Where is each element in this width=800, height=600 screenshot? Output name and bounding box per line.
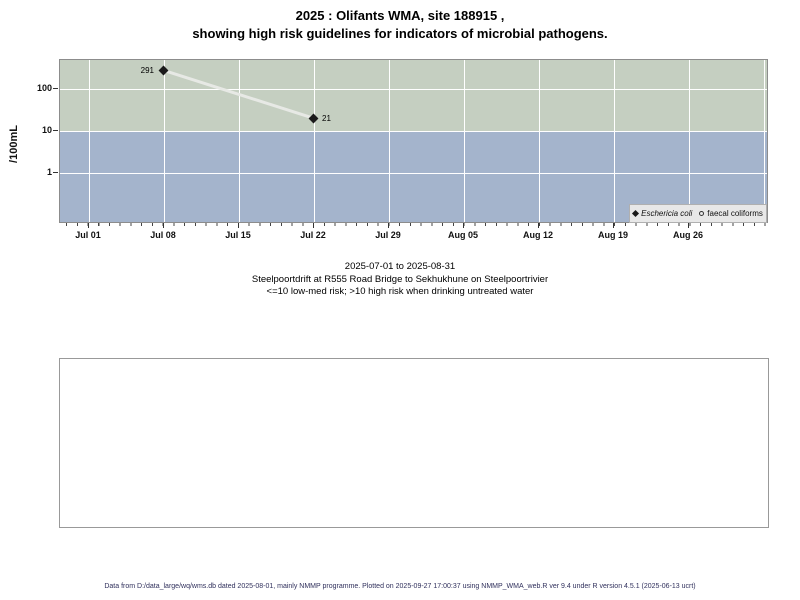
gridline-100 — [60, 89, 767, 90]
y-tick-label-1: 1 — [46, 167, 52, 177]
y-tick-1 — [53, 172, 58, 173]
x-tick-label-jul29: Jul 29 — [375, 230, 401, 240]
filled-diamond-icon — [632, 209, 640, 218]
chart-title-line-1: 2025 : Olifants WMA, site 188915 , — [295, 8, 505, 23]
high-risk-band — [60, 60, 767, 131]
x-tick-label-jul01: Jul 01 — [75, 230, 101, 240]
chart-title-line-2: showing high risk guidelines for indicat… — [192, 26, 608, 41]
subtitle-date-range: 2025-07-01 to 2025-08-31 — [344, 261, 456, 272]
gridline-aug19 — [614, 60, 615, 222]
gridline-10 — [60, 131, 767, 132]
gridline-jul22 — [314, 60, 315, 222]
y-tick-10 — [53, 130, 58, 131]
footer-provenance-text: Data from D:/data_large/wq/wms.db dated … — [104, 583, 696, 590]
gridline-sep02 — [764, 60, 765, 222]
x-tick-label-aug26: Aug 26 — [672, 230, 703, 240]
legend-label-ecoli: Eschericia coli — [641, 209, 693, 218]
legend-label-faecal-coliforms: faecal coliforms — [707, 209, 763, 218]
ecoli-point-21-label: 21 — [322, 114, 331, 123]
x-tick-label-jul08: Jul 08 — [150, 230, 176, 240]
gridline-jul15 — [239, 60, 240, 222]
plot-panel: 291 21 Eschericia coli faecal coliforms — [59, 59, 768, 223]
x-tick-label-aug05: Aug 05 — [447, 230, 478, 240]
x-tick-aug12 — [538, 223, 539, 228]
gridline-aug26 — [689, 60, 690, 222]
legend-item-faecal-coliforms: faecal coliforms — [699, 209, 763, 218]
legend-item-ecoli: Eschericia coli — [632, 209, 693, 218]
y-tick-label-10: 10 — [41, 125, 52, 135]
gridline-jul29 — [389, 60, 390, 222]
x-tick-aug05 — [463, 223, 464, 228]
y-axis-title: /100mL — [8, 125, 20, 163]
x-tick-aug26 — [688, 223, 689, 228]
x-tick-jul15 — [238, 223, 239, 228]
gridline-aug05 — [464, 60, 465, 222]
x-tick-label-aug19: Aug 19 — [597, 230, 628, 240]
x-axis-minor-ticks — [66, 223, 769, 226]
open-circle-icon — [699, 211, 705, 216]
subtitle-site-description: Steelpoortdrift at R555 Road Bridge to S… — [251, 274, 549, 285]
x-tick-label-jul15: Jul 15 — [225, 230, 251, 240]
x-tick-label-aug12: Aug 12 — [522, 230, 553, 240]
y-tick-label-100: 100 — [36, 83, 52, 93]
legend: Eschericia coli faecal coliforms — [629, 204, 767, 223]
x-tick-label-jul22: Jul 22 — [300, 230, 326, 240]
x-tick-jul08 — [163, 223, 164, 228]
x-tick-jul01 — [88, 223, 89, 228]
gridline-jul01 — [89, 60, 90, 222]
ecoli-point-291-label: 291 — [140, 66, 154, 75]
gridline-1 — [60, 173, 767, 174]
gridline-aug12 — [539, 60, 540, 222]
gridline-jul08 — [164, 60, 165, 222]
x-tick-aug19 — [613, 223, 614, 228]
x-tick-jul29 — [388, 223, 389, 228]
subtitle-risk-guideline: <=10 low-med risk; >10 high risk when dr… — [266, 286, 534, 297]
y-tick-100 — [53, 88, 58, 89]
x-tick-jul22 — [313, 223, 314, 228]
empty-secondary-panel — [59, 358, 769, 528]
